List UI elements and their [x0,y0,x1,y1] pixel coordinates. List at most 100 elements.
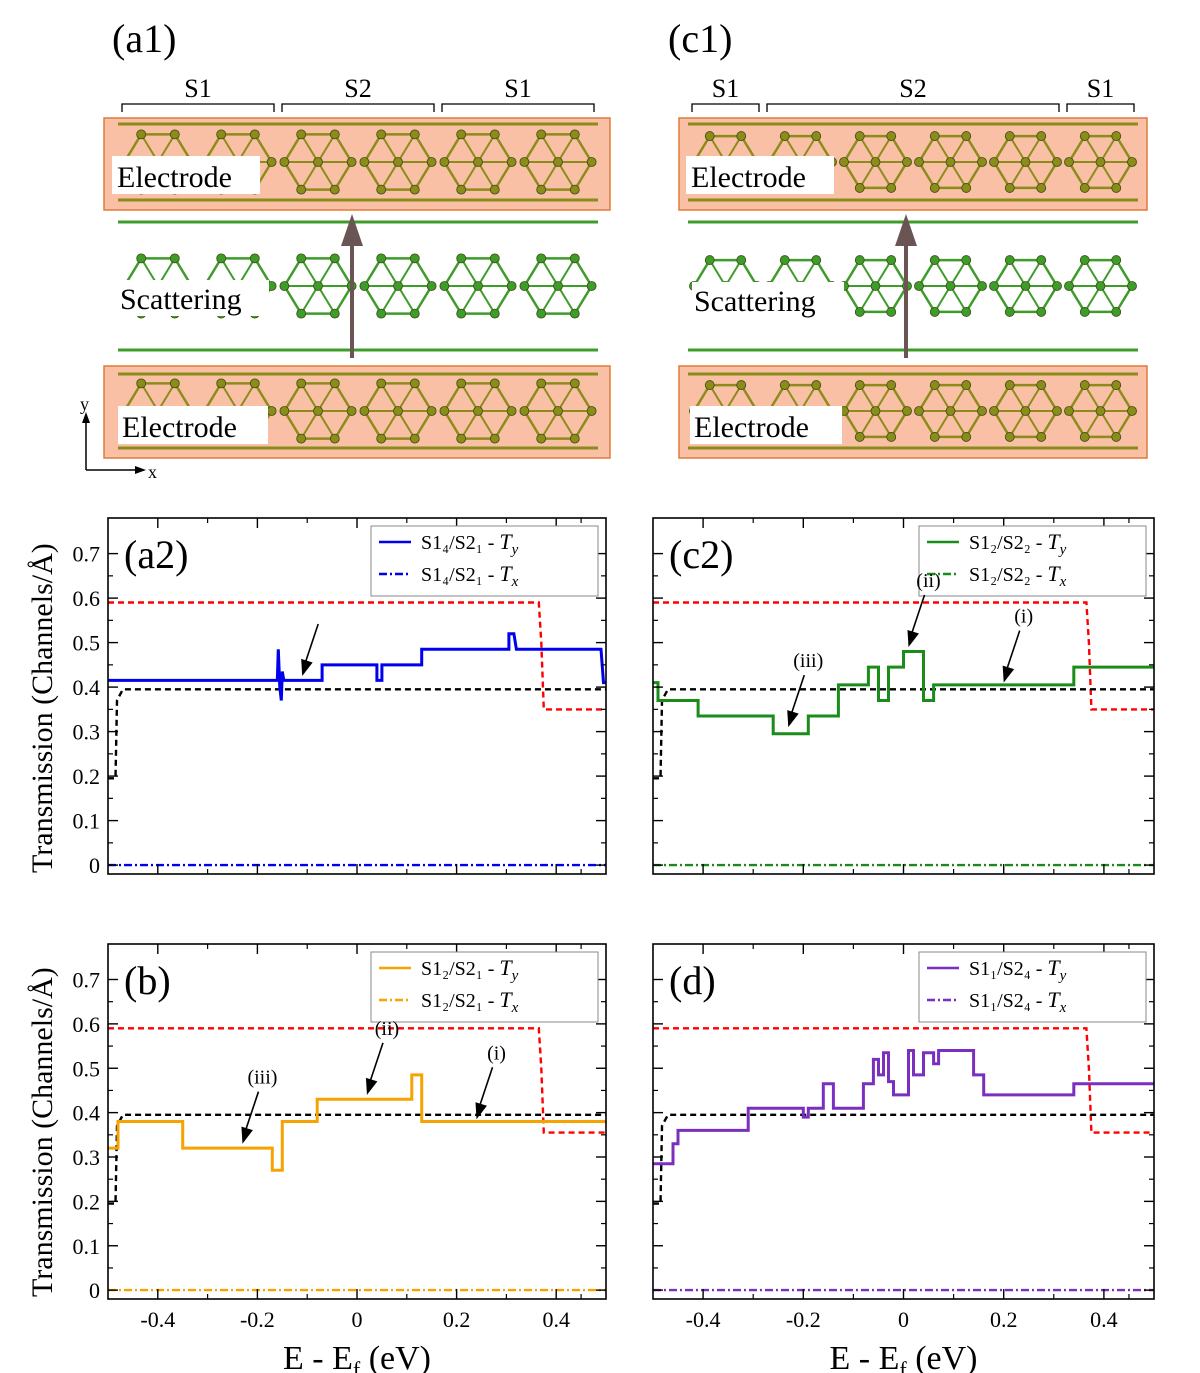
atom [489,308,500,319]
series-line-red-dashed [108,1027,606,1134]
atom [854,255,865,265]
legend-box [370,525,599,597]
electrode-top-label-bg [112,156,260,194]
atom [569,129,580,140]
atom [929,307,940,317]
atom [854,307,865,317]
annotation-arrow: (ii) [365,1018,399,1095]
plot-panel-c2: (c2) S1₂/S2₂ - Ty S1₂/S2₂ - Tx (iii) (ii) (i) [652,517,1155,875]
atom [914,406,924,416]
atom [1111,432,1122,442]
atom [929,183,940,193]
atom [854,432,865,442]
atom [1004,183,1015,193]
atom [456,308,467,319]
atom [914,157,924,167]
atom [886,131,897,141]
atom [376,308,387,319]
legend-box [918,525,1147,597]
segment-bracket [1066,103,1135,112]
x-tick-label: -0.2 [240,1307,275,1332]
atom [136,378,147,389]
atom [519,406,530,416]
atom [1064,157,1074,167]
series-line-black-dashed [108,688,606,780]
y-tick-label: 0.3 [73,720,101,745]
atom [519,281,530,291]
atom [553,157,563,167]
series-line-s1-s2-ty [108,1073,606,1172]
atom [329,184,340,195]
atom [216,253,227,264]
atom [1036,131,1047,141]
series-line-red-dashed [653,601,1154,711]
atom [586,157,597,167]
atom [249,378,260,389]
series-line-s1-s2-ty [653,1049,1154,1166]
atom [1004,432,1015,442]
atom [506,281,517,291]
atom [1095,281,1106,291]
atom [296,184,307,195]
atom [519,157,530,167]
segment-label: S2 [344,74,371,103]
atom [736,255,747,265]
atom [945,406,956,416]
atom [961,255,972,265]
electrode-bottom-label: Electrode [122,411,237,444]
scattering-label-bg [692,282,844,318]
annotation-arrow: (i) [1002,606,1033,683]
scattering-label: Scattering [694,285,816,318]
atom [426,157,437,167]
atom [569,308,580,319]
atom [376,253,387,264]
electrode-top-label: Electrode [117,161,232,194]
atom [346,406,357,416]
atom [961,307,972,317]
y-tick-label: 0.7 [73,968,101,993]
atom [1036,255,1047,265]
atom [886,307,897,317]
atom [216,129,227,140]
segment-bracket [441,103,595,112]
segment-label: S1 [1087,74,1114,103]
atom [929,255,940,265]
atom [779,131,790,141]
atom [736,380,747,390]
atom [359,406,370,416]
atom [1095,157,1106,167]
segment-label: S1 [504,74,531,103]
legend-entry: S1₁/S2₄ - Ty [969,955,1067,984]
y-tick-label: 0.4 [73,675,101,700]
panel-label: (d) [669,958,716,1003]
atom [586,281,597,291]
atom [473,406,483,416]
panel-label: (a2) [124,532,188,577]
atom [169,129,180,140]
legend-entry: S1₄/S2₁ - Tx [421,561,519,590]
atom [886,380,897,390]
x-tick-label: 0.4 [542,1307,570,1332]
electrode-bottom-label-bg [118,406,268,444]
atom [313,157,323,167]
atom [313,406,323,416]
atom [1004,255,1015,265]
segment-bracket [281,103,435,112]
atom [456,129,467,140]
electrode-top-label: Electrode [691,161,806,194]
atom [169,253,180,264]
panel-label: (b) [124,958,171,1003]
atom [854,380,865,390]
atom [409,129,420,140]
atom [886,432,897,442]
atom [393,406,403,416]
atom [569,253,580,264]
atom [359,157,370,167]
atom [886,183,897,193]
atom [376,378,387,389]
electrode-bottom-label-bg [690,406,842,444]
series-line-s1-s2-ty [653,650,1154,736]
atom [296,308,307,319]
atom [854,183,865,193]
atom [1004,380,1015,390]
